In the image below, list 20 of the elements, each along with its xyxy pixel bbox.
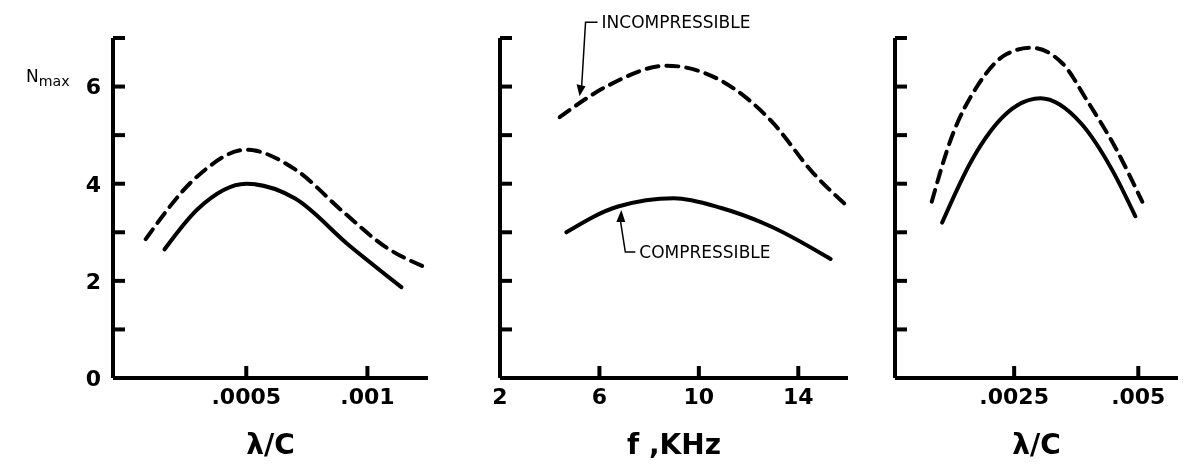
x-tick-label: .0025 xyxy=(979,383,1049,409)
line-series xyxy=(162,181,404,290)
x-tick-label: 6 xyxy=(591,383,608,409)
x-axis-title: λ/C xyxy=(1012,428,1061,461)
y-tick-label: 0 xyxy=(85,365,101,391)
annotation: COMPRESSIBLE xyxy=(639,242,771,262)
annotation: INCOMPRESSIBLE xyxy=(601,12,751,33)
x-tick-label: 14 xyxy=(782,383,814,409)
line-series xyxy=(143,147,426,269)
x-axis-title: f ,KHz xyxy=(627,428,721,461)
x-axis-title: λ/C xyxy=(246,428,295,461)
x-tick-label: 10 xyxy=(683,383,715,409)
y-tick-label: 4 xyxy=(85,171,101,197)
y-axis-title: N$_{max}$ xyxy=(26,66,70,90)
x-tick-label: .005 xyxy=(1111,383,1166,409)
y-tick-label: 6 xyxy=(85,74,101,100)
x-tick-label: .0005 xyxy=(211,383,282,409)
x-tick-label: 2 xyxy=(492,383,508,409)
x-tick-label: .001 xyxy=(340,383,395,409)
y-tick-label: 2 xyxy=(85,268,101,294)
